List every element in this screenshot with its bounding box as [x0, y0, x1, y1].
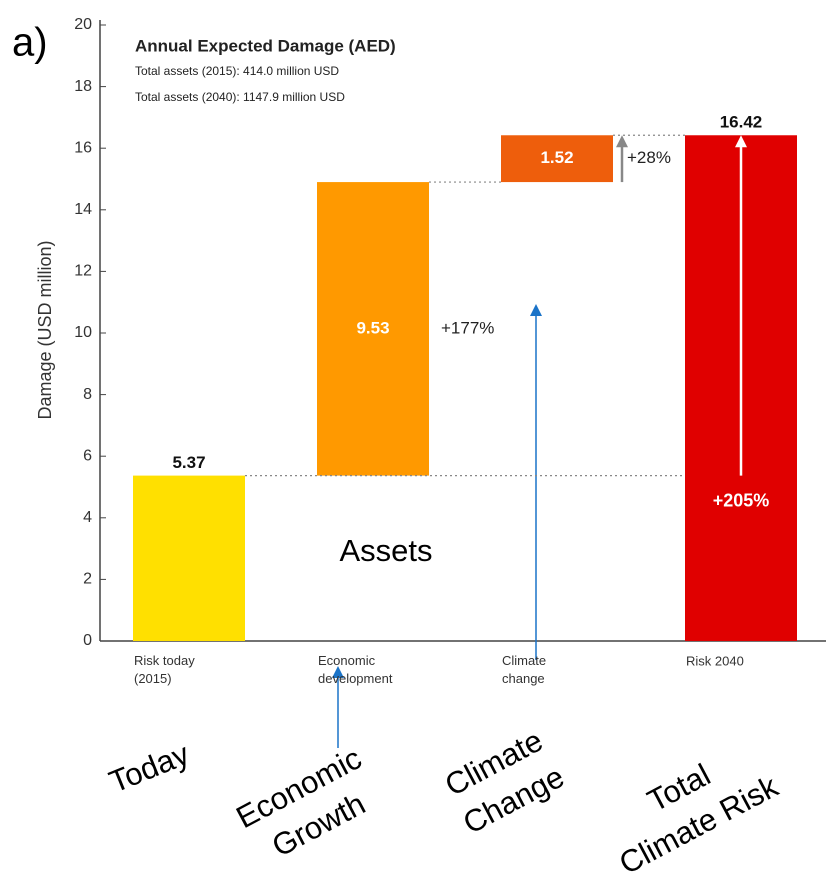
y-tick-label: 8: [83, 386, 92, 403]
y-tick-label: 2: [83, 571, 92, 588]
x-tick-label: Economic development: [318, 653, 393, 686]
annotation: Assets: [339, 533, 432, 568]
x-tick-label: Risk today (2015): [134, 653, 195, 686]
y-tick-label: 6: [83, 447, 92, 464]
y-tick-label: 20: [74, 16, 92, 33]
total-arrow-head: [735, 135, 747, 148]
data-label: 16.42: [720, 113, 763, 132]
bar: [133, 475, 245, 641]
y-axis-label: Damage (USD million): [35, 240, 55, 419]
y-tick-label: 14: [74, 201, 92, 218]
caption: EconomicGrowth: [231, 741, 387, 873]
chart-title: Annual Expected Damage (AED): [135, 36, 396, 55]
y-tick-label: 0: [83, 632, 92, 649]
data-label: 1.52: [540, 148, 573, 167]
x-tick-label: Climate change: [502, 653, 546, 686]
x-tick-label: Risk 2040: [686, 653, 744, 668]
y-tick-label: 16: [74, 139, 92, 156]
data-label: 5.37: [172, 453, 205, 472]
y-tick-label: 4: [83, 509, 92, 526]
subtitle: Total assets (2015): 414.0 million USD: [135, 64, 339, 78]
caption: ClimateChange: [438, 722, 570, 841]
annotation: +177%: [441, 318, 494, 337]
bar: [317, 182, 429, 476]
panel-label: a): [12, 21, 48, 65]
subtitle: Total assets (2040): 1147.9 million USD: [135, 90, 345, 104]
caption: TotalClimate Risk: [594, 731, 784, 881]
change-arrow-head: [616, 135, 628, 148]
data-label: 9.53: [356, 318, 389, 337]
annotation: +28%: [627, 148, 671, 167]
bar: [501, 135, 613, 183]
y-tick-label: 18: [74, 78, 92, 95]
y-tick-label: 10: [74, 324, 92, 341]
caption: Today: [104, 736, 194, 800]
annotation: +205%: [713, 490, 770, 510]
y-tick-label: 12: [74, 263, 92, 280]
